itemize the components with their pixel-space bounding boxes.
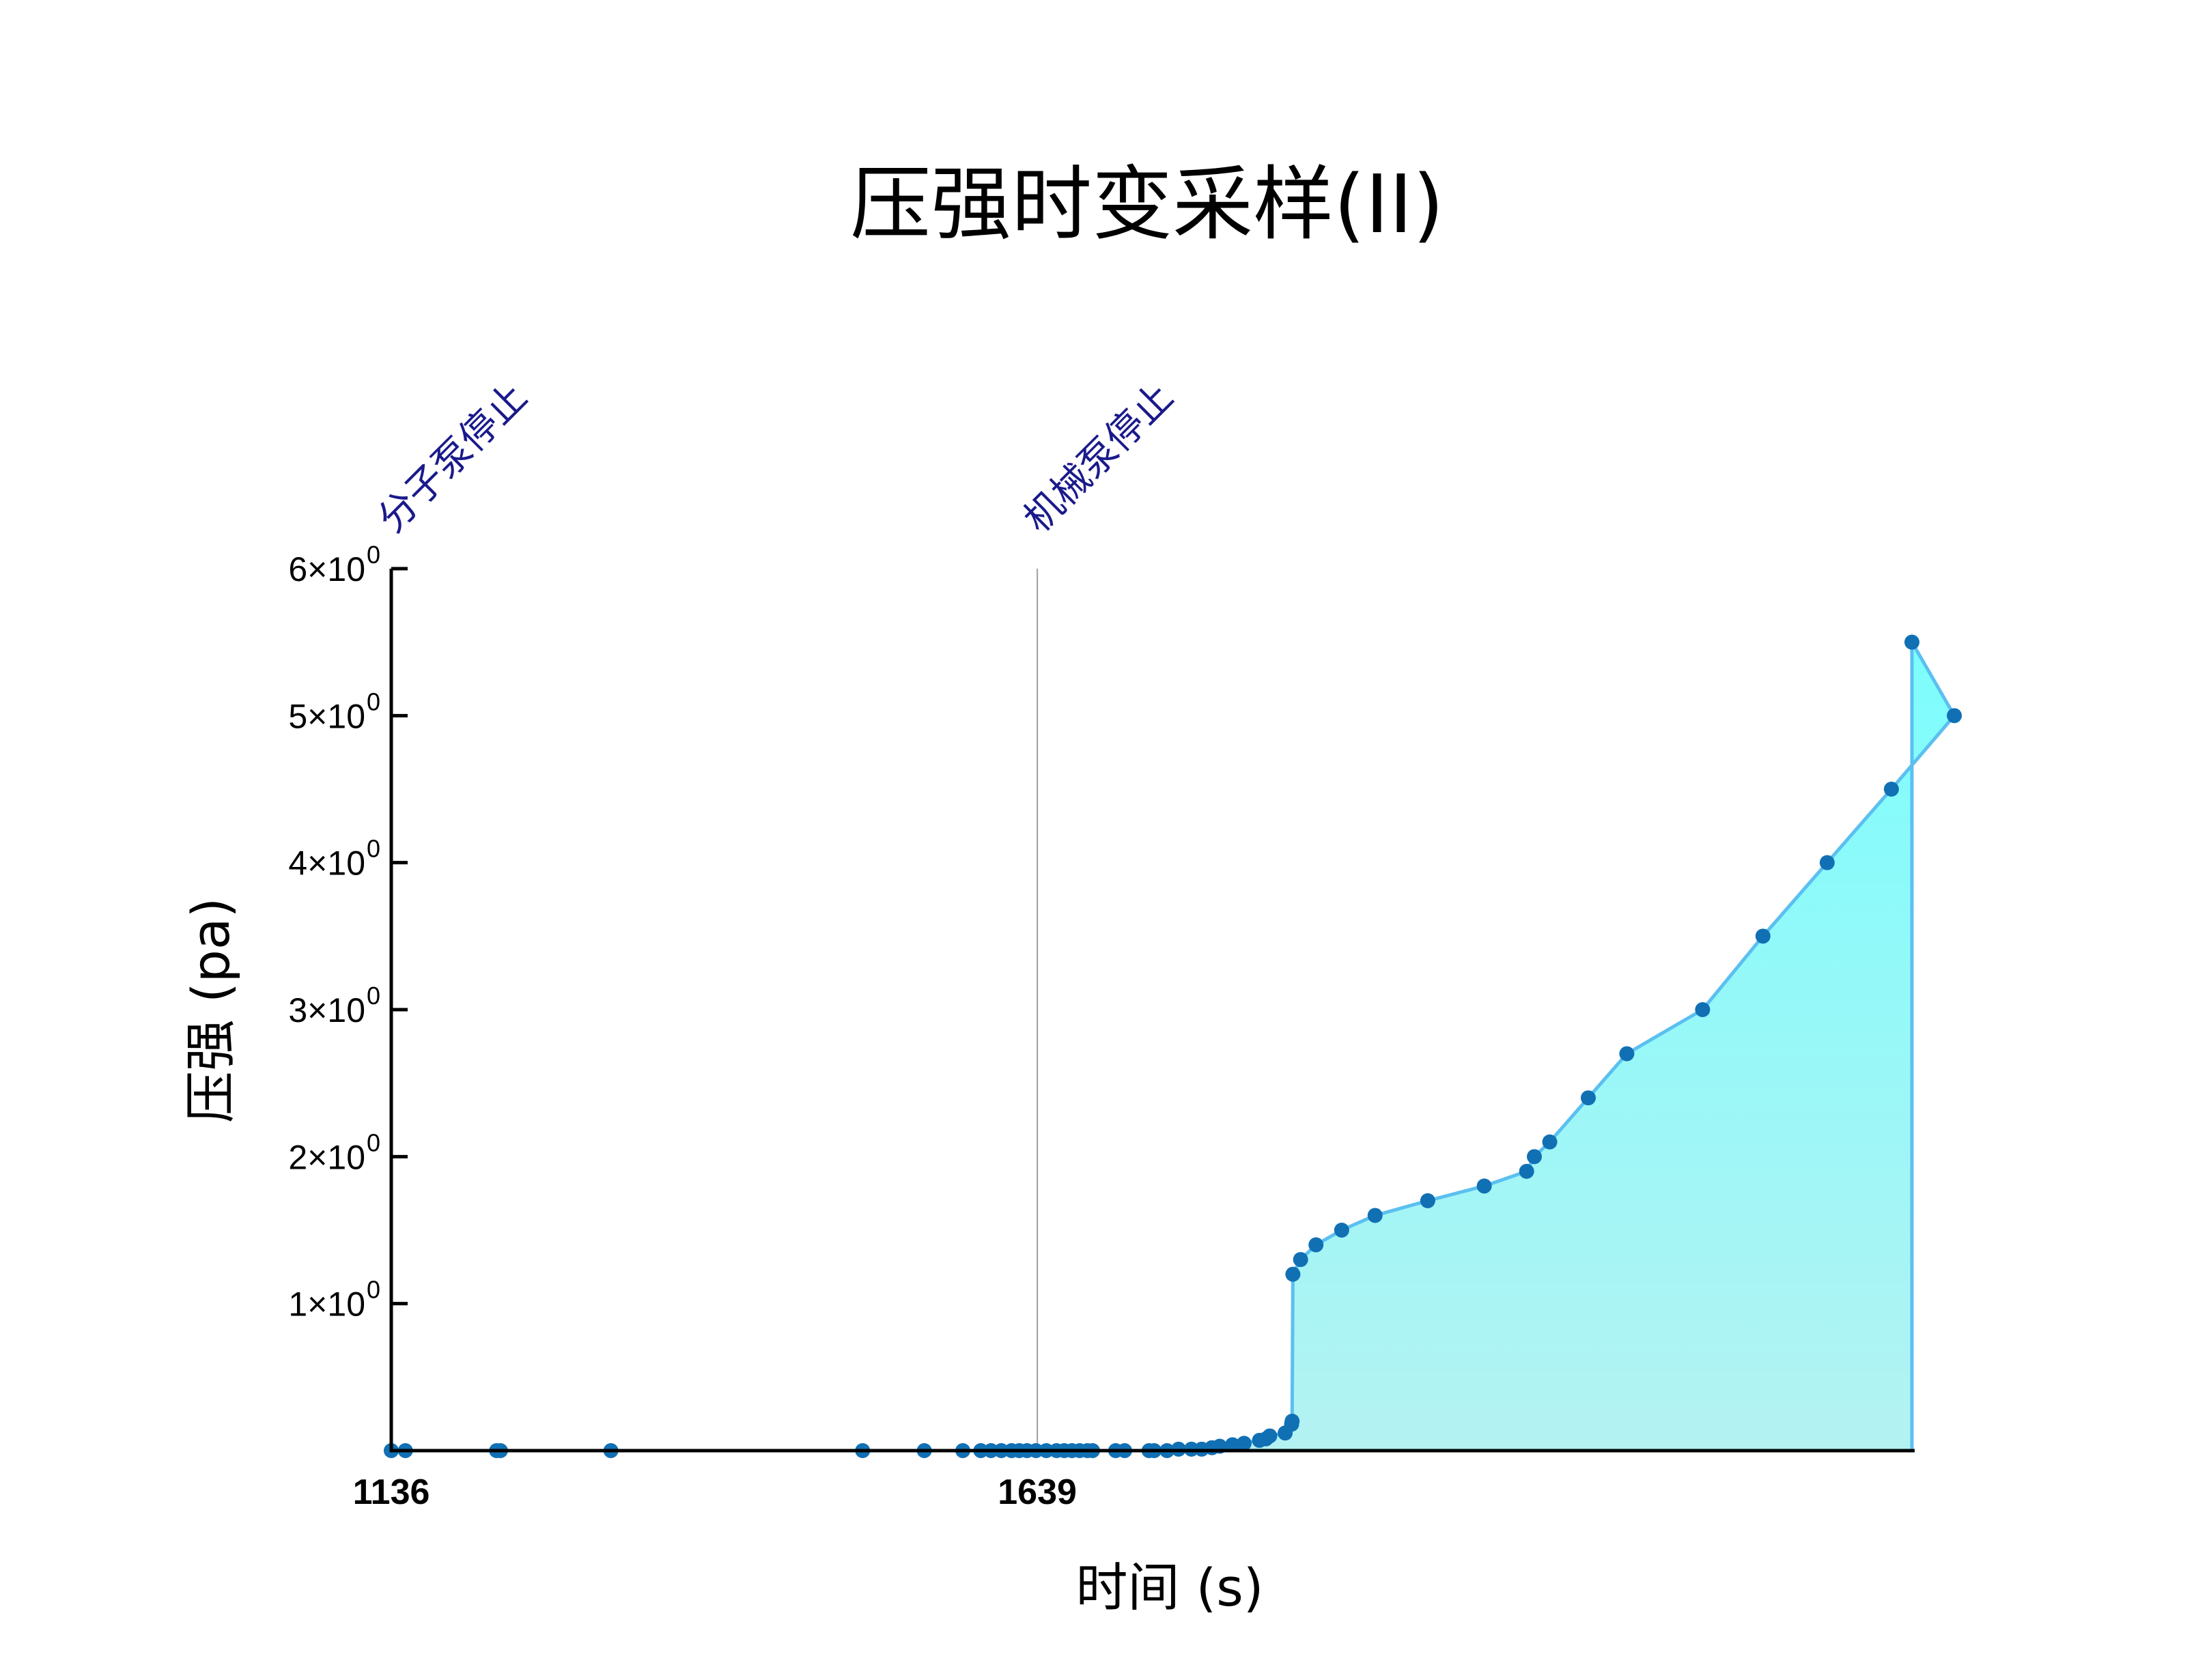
y-tick-exponent: 0 [367,1128,380,1156]
data-point [1420,1193,1435,1208]
data-point [1308,1237,1324,1253]
annotation-label-1: 分子泵停止 [369,375,536,541]
y-tick-label: 5×10 [288,697,365,735]
y-tick-exponent: 0 [367,982,380,1010]
data-point [1904,634,1919,650]
data-point [1542,1134,1558,1150]
data-point [1819,855,1835,870]
annotation-label-2: 机械泵停止 [1015,375,1182,541]
data-point [1293,1252,1308,1268]
y-tick-label: 3×10 [288,991,365,1029]
data-point [1262,1428,1278,1444]
data-point [1476,1178,1492,1194]
data-point [1695,1002,1711,1017]
x-tick-label: 1136 [353,1472,430,1512]
data-point [1236,1436,1252,1451]
chart-title: 压强时变采样(II) [850,157,1444,251]
data-point [1519,1163,1534,1179]
y-tick-exponent: 0 [367,835,380,863]
y-axis-label: 压强 (pa) [180,898,241,1123]
data-point [1947,708,1962,724]
data-point [1284,1413,1300,1429]
x-tick-label: 1639 [998,1472,1077,1512]
data-point [1285,1266,1301,1282]
y-tick-exponent: 0 [367,1276,380,1304]
data-point [1619,1046,1635,1062]
x-axis-label: 时间 (s) [1075,1557,1263,1618]
data-point [1883,782,1899,797]
data-point [1334,1223,1349,1238]
y-tick-label: 1×10 [288,1285,365,1324]
data-point [1755,928,1771,944]
data-point [1367,1208,1383,1223]
data-point [1224,1437,1240,1453]
y-tick-label: 2×10 [288,1138,365,1176]
y-tick-exponent: 0 [367,541,380,569]
area-fill [391,642,1955,1451]
data-point [1581,1090,1596,1106]
y-tick-exponent: 0 [367,687,380,715]
data-point [1527,1149,1543,1165]
y-tick-label: 6×10 [288,550,365,588]
y-tick-label: 4×10 [288,844,365,883]
